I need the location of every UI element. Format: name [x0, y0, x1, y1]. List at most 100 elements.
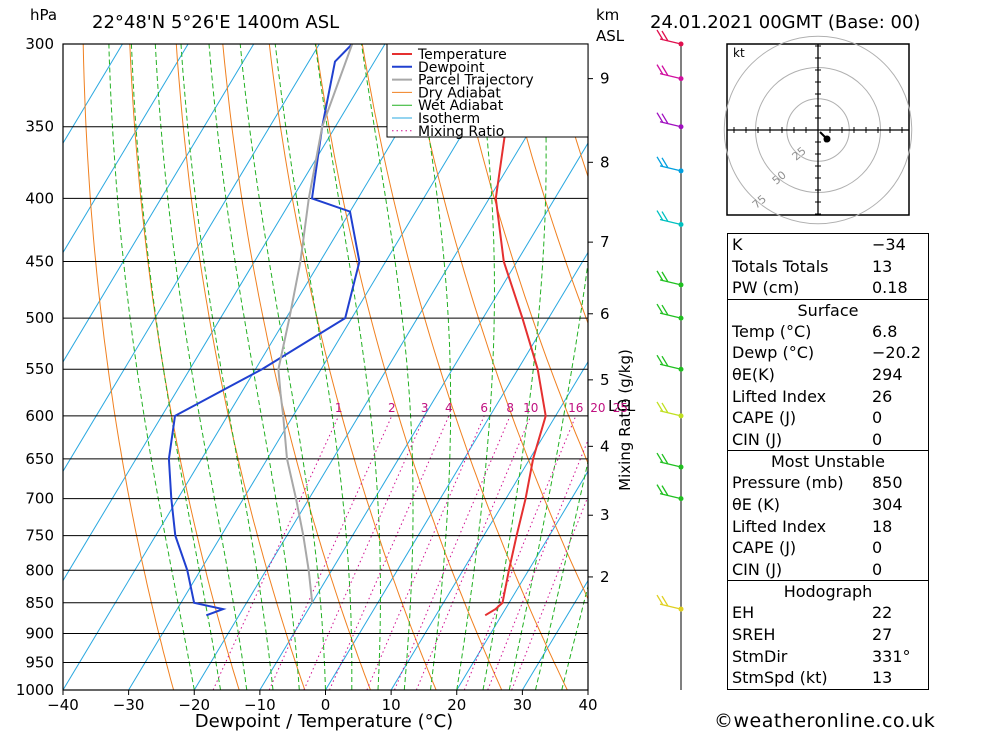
legend-label: Mixing Ratio [418, 124, 504, 140]
legend-label: Dry Adiabat [418, 85, 501, 101]
mixing-ratio-label: 25 [613, 401, 628, 415]
indices-panel: K −34 Totals Totals 13 PW (cm) 0.18 Surface T… [727, 233, 929, 690]
most-unstable-section: Most Unstable Pressure (mb) 850 θE (K) 304 L… [728, 450, 928, 580]
isotherm-line [193, 44, 583, 690]
index-row: Pressure (mb) 850 [728, 472, 928, 494]
hodograph-title: Hodograph [783, 582, 873, 602]
index-label: SREH [732, 624, 776, 644]
index-label: Lifted Index [732, 386, 827, 406]
pressure-tick-label: 300 [25, 35, 54, 53]
x-tick-label: −10 [244, 696, 276, 714]
wind-barb [656, 354, 682, 370]
wind-level-dot [678, 124, 684, 130]
index-value: 331° [872, 646, 911, 666]
index-value: 850 [872, 473, 903, 493]
mixing-ratio-label: 10 [523, 401, 538, 415]
index-value: 13 [872, 668, 893, 688]
dry-adiabat-line [222, 44, 371, 690]
wet-adiabat-line [154, 44, 248, 690]
index-label: Temp (°C) [732, 321, 812, 341]
wind-barb [656, 303, 682, 319]
mixing-ratio-label: 6 [480, 401, 488, 415]
index-row: EH 22 [728, 602, 928, 624]
index-value: 0.18 [872, 278, 908, 298]
isotherm-line [325, 251, 588, 690]
index-row: CIN (J) 0 [728, 559, 928, 581]
wind-barb [656, 64, 682, 80]
pressure-tick-label: 550 [25, 360, 54, 378]
wet-adiabat-line [361, 44, 414, 690]
copyright-footer[interactable]: ©weatheronline.co.uk [714, 710, 936, 732]
isotherm-line [63, 44, 320, 473]
index-label: StmSpd (kt) [732, 668, 828, 688]
index-value: 304 [872, 494, 903, 514]
index-row: K −34 [728, 234, 928, 256]
index-value: −20.2 [872, 343, 922, 363]
isotherm-line [63, 44, 123, 145]
asl-unit-label: ASL [596, 27, 625, 45]
index-value: 0 [872, 559, 883, 579]
x-axis-label: Dewpoint / Temperature (°C) [195, 711, 453, 732]
index-value: 0 [872, 429, 883, 449]
mixing-ratio-line [463, 415, 577, 690]
isotherm-line [63, 44, 386, 582]
dry-adiabat-line [967, 44, 1000, 690]
wind-barb [656, 401, 682, 417]
wet-adiabat-line [208, 44, 300, 690]
mixing-ratio-label: 20 [590, 401, 605, 415]
index-value: −34 [872, 235, 906, 254]
index-value: 13 [872, 256, 893, 276]
isotherm-line [128, 44, 517, 690]
isotherm-line [63, 44, 255, 363]
index-row: StmDir 331° [728, 646, 928, 668]
wind-barb [656, 156, 682, 172]
legend-label: Temperature [417, 47, 507, 63]
pressure-tick-label: 500 [25, 309, 54, 327]
wind-barb [656, 210, 682, 226]
mixing-ratio-axis-label: Mixing Ratio (g/kg) [616, 349, 634, 491]
index-label: CAPE (J) [732, 538, 797, 558]
index-row: θE (K) 304 [728, 494, 928, 516]
height-tick-label: 6 [600, 305, 610, 323]
x-tick-label: 0 [321, 696, 331, 714]
pressure-tick-label: 350 [25, 118, 54, 136]
legend-label: Isotherm [418, 111, 480, 127]
dry-adiabat-line [82, 44, 175, 690]
index-row: StmSpd (kt) 13 [728, 667, 928, 689]
index-value: 6.8 [872, 321, 898, 341]
index-row: Lifted Index 18 [728, 516, 928, 538]
pressure-tick-label: 900 [25, 624, 54, 642]
parcel-trajectory-line [277, 44, 354, 603]
legend-label: Parcel Trajectory [418, 73, 534, 89]
index-value: 27 [872, 624, 893, 644]
pressure-tick-label: 450 [25, 253, 54, 271]
hodograph-ring [723, 35, 913, 225]
index-row: Lifted Index 26 [728, 386, 928, 408]
index-label: CAPE (J) [732, 408, 797, 428]
index-row: CIN (J) 0 [728, 429, 928, 451]
dewpoint-line [167, 44, 361, 617]
dry-adiabat-line [920, 44, 1000, 690]
pressure-tick-label: 650 [25, 450, 54, 468]
legend-label: Dewpoint [418, 60, 485, 76]
mixing-ratio-label: 1 [335, 401, 343, 415]
wind-barb [656, 29, 682, 45]
mixing-ratio-line [487, 438, 588, 690]
height-tick-label: 8 [600, 153, 610, 171]
index-label: StmDir [732, 646, 788, 666]
index-label: K [732, 235, 743, 254]
x-tick-label: 30 [513, 696, 532, 714]
storm-motion-marker [823, 135, 831, 143]
height-tick-label: 2 [600, 568, 610, 586]
index-label: EH [732, 603, 755, 623]
pressure-tick-label: 750 [25, 527, 54, 545]
most-unstable-title: Most Unstable [771, 452, 885, 472]
index-value: 26 [872, 386, 893, 406]
wet-adiabat-line [414, 44, 452, 690]
datetime-title: 24.01.2021 00GMT (Base: 00) [650, 12, 920, 33]
pressure-tick-label: 1000 [16, 681, 54, 699]
height-tick-label: 3 [600, 506, 610, 524]
mixing-ratio-label: 2 [388, 401, 396, 415]
